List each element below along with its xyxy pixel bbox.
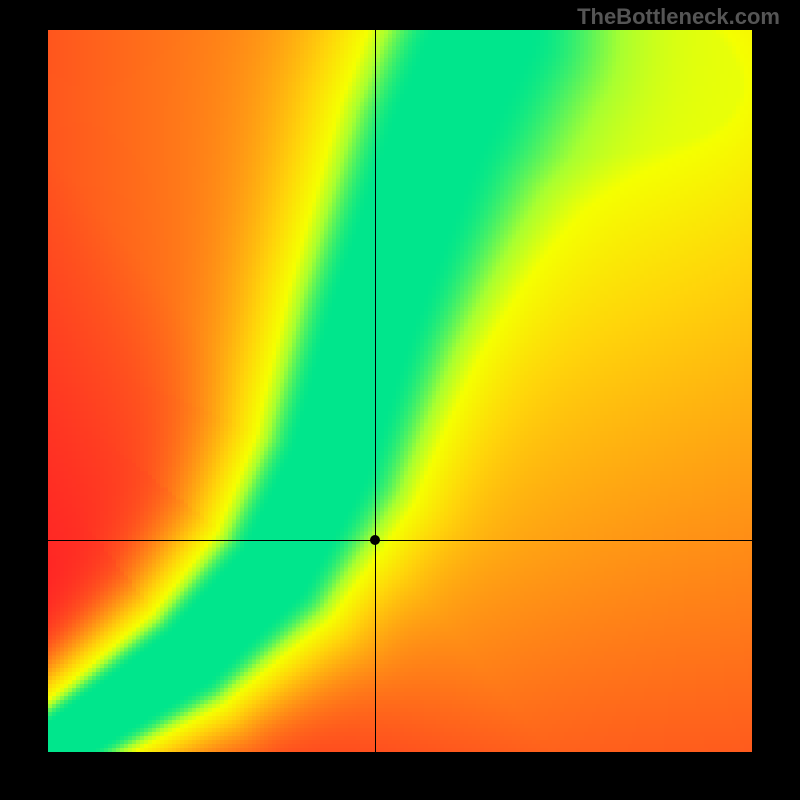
crosshair-horizontal [48,540,752,541]
crosshair-dot [370,535,380,545]
plot-frame [0,0,800,800]
plot-area [48,30,752,752]
heatmap-canvas [48,30,752,752]
chart-container: TheBottleneck.com [0,0,800,800]
crosshair-vertical [375,30,376,752]
watermark-text: TheBottleneck.com [577,4,780,30]
